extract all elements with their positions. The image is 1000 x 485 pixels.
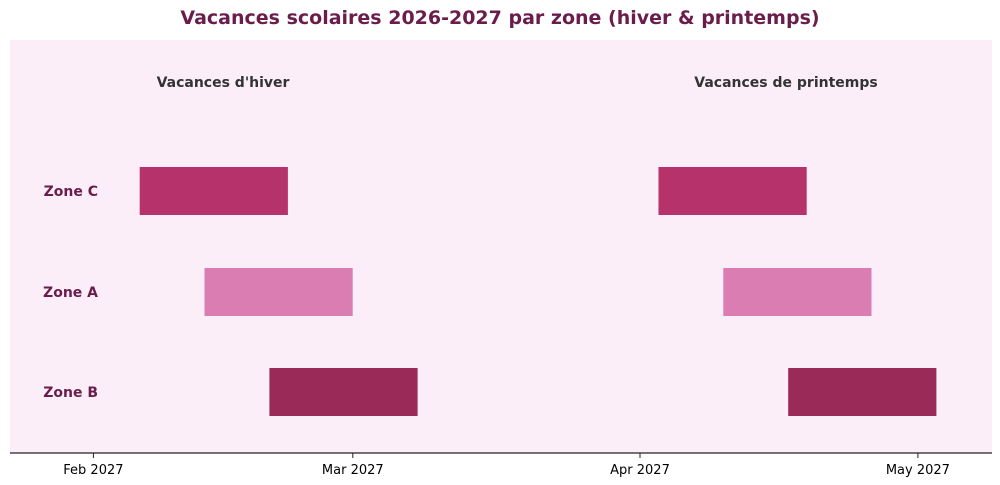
x-tick-label: Feb 2027 [63, 463, 123, 478]
zone-label-zone-b: Zone B [43, 385, 98, 401]
bar-zone-a-winter [204, 268, 353, 316]
x-axis-ticks: Feb 2027 Mar 2027 Apr 2027 May 2027 [63, 453, 950, 478]
bars-layer [139, 167, 937, 416]
x-tick-label: Apr 2027 [610, 463, 670, 478]
zone-label-zone-c: Zone C [44, 184, 98, 200]
period-label-winter: Vacances d'hiver [157, 75, 290, 91]
zone-label-zone-a: Zone A [43, 285, 98, 301]
bar-zone-b-winter [269, 368, 418, 416]
period-label-spring: Vacances de printemps [694, 75, 877, 91]
bar-zone-b-spring [788, 368, 937, 416]
x-tick-label: May 2027 [886, 463, 950, 478]
bar-zone-c-spring [658, 167, 807, 215]
chart-title: Vacances scolaires 2026-2027 par zone (h… [180, 7, 819, 29]
x-tick-label: Mar 2027 [322, 463, 384, 478]
bar-zone-a-spring [723, 268, 872, 316]
zone-labels: Zone C Zone A Zone B [43, 184, 98, 401]
bar-zone-c-winter [139, 167, 288, 215]
